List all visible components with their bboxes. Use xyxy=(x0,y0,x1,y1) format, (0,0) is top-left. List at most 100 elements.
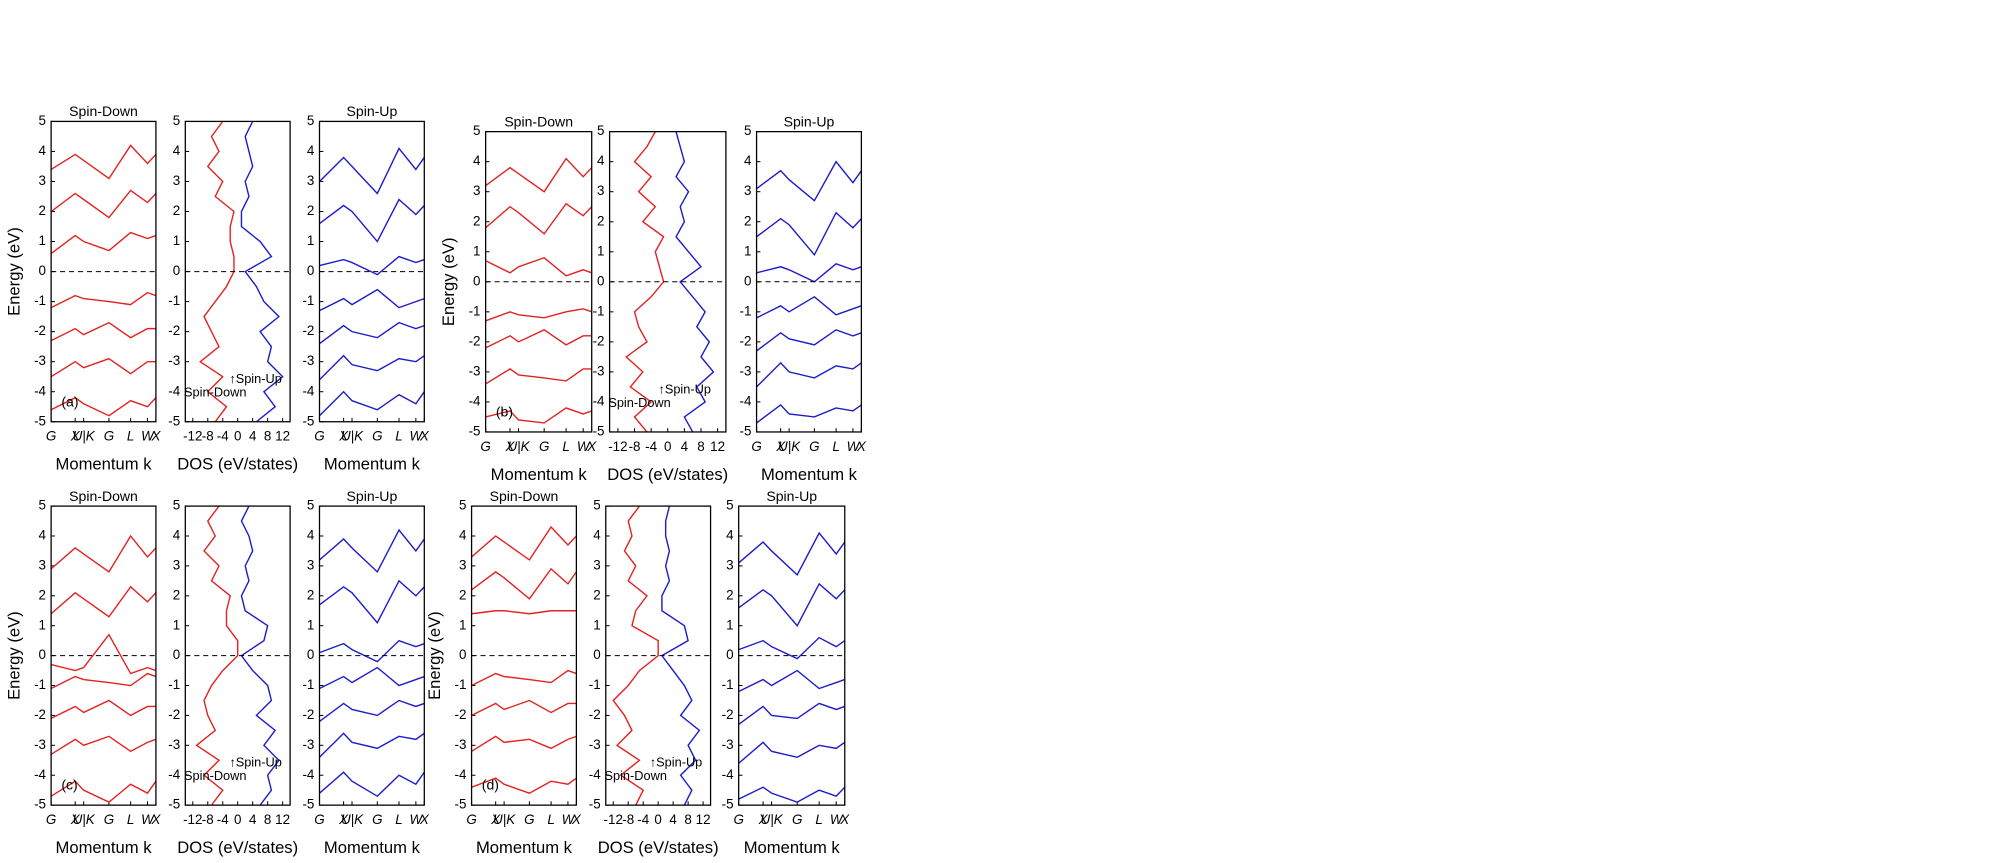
band-line xyxy=(319,666,425,690)
y-tick-label: 1 xyxy=(307,617,314,632)
y-tick-label: 0 xyxy=(307,647,314,662)
band-line xyxy=(756,361,862,388)
y-tick-label: 2 xyxy=(597,213,604,228)
y-tick-label: 3 xyxy=(459,557,466,572)
y-tick-label: 2 xyxy=(307,587,314,602)
band-line xyxy=(319,147,425,195)
x-tick-label: G xyxy=(314,812,324,827)
x-axis-label: DOS (eV/states) xyxy=(598,838,719,857)
band-line xyxy=(319,579,425,624)
y-tick-label: 5 xyxy=(173,113,180,128)
y-tick-label: -4 xyxy=(455,767,467,782)
y-tick-label: -3 xyxy=(722,737,734,752)
x-tick-label: 12 xyxy=(710,439,725,454)
y-tick-label: 1 xyxy=(726,617,733,632)
band-line xyxy=(50,321,156,342)
y-tick-label: -4 xyxy=(168,383,180,398)
y-tick-label: 1 xyxy=(744,243,751,258)
x-tick-label: G xyxy=(539,439,549,454)
x-tick-label: -4 xyxy=(217,429,229,444)
y-tick-label: 3 xyxy=(473,183,480,198)
y-tick-label: -1 xyxy=(168,677,180,692)
y-tick-label: -5 xyxy=(722,797,734,812)
x-tick-label: G xyxy=(46,429,56,444)
x-axis-label: Momentum k xyxy=(56,455,153,474)
x-tick-label: 12 xyxy=(275,429,290,444)
y-tick-label: -4 xyxy=(34,767,46,782)
y-tick-label: -2 xyxy=(302,707,314,722)
annotation: Spin-Down xyxy=(604,768,666,783)
y-tick-label: 0 xyxy=(726,647,733,662)
y-tick-label: -3 xyxy=(589,737,601,752)
y-tick-label: -2 xyxy=(589,707,601,722)
y-tick-label: 3 xyxy=(597,183,604,198)
y-tick-label: -4 xyxy=(722,767,734,782)
x-tick-label: U|K xyxy=(73,812,96,827)
y-tick-label: -1 xyxy=(589,677,601,692)
x-tick-label: -12 xyxy=(604,812,623,827)
y-tick-label: 2 xyxy=(459,587,466,602)
x-axis-label: Momentum k xyxy=(324,838,421,857)
panel-title: Spin-Down xyxy=(69,103,138,119)
y-tick-label: -5 xyxy=(302,797,314,812)
x-tick-label: X xyxy=(856,439,867,454)
band-line xyxy=(319,732,425,758)
x-tick-label: L xyxy=(562,439,569,454)
y-tick-label: -3 xyxy=(34,737,46,752)
panel-label: (b) xyxy=(496,404,513,420)
y-tick-label: -3 xyxy=(469,363,481,378)
y-tick-label: 0 xyxy=(173,263,180,278)
y-tick-label: -1 xyxy=(168,293,180,308)
x-tick-label: G xyxy=(104,429,114,444)
x-axis-label: Momentum k xyxy=(491,465,588,484)
y-tick-label: 3 xyxy=(744,183,751,198)
annotation: ↑Spin-Up xyxy=(658,381,711,396)
y-tick-label: 2 xyxy=(173,203,180,218)
x-tick-label: L xyxy=(815,812,822,827)
x-tick-label: L xyxy=(547,812,554,827)
x-tick-label: -12 xyxy=(183,812,202,827)
x-tick-label: W xyxy=(577,439,591,454)
band-line xyxy=(319,390,425,417)
y-tick-label: 2 xyxy=(173,587,180,602)
band-line xyxy=(471,699,577,717)
y-tick-label: 5 xyxy=(597,123,604,138)
band-line xyxy=(50,231,157,255)
x-tick-label: W xyxy=(562,812,576,827)
y-tick-label: -3 xyxy=(168,737,180,752)
y-tick-label: 1 xyxy=(173,233,180,248)
x-tick-label: L xyxy=(127,812,134,827)
y-tick-label: 4 xyxy=(459,528,467,543)
band-line xyxy=(50,633,157,675)
x-tick-label: L xyxy=(395,429,402,444)
y-tick-label: 5 xyxy=(726,498,733,513)
plot-frame xyxy=(755,130,863,433)
y-tick-label: 3 xyxy=(593,557,600,572)
band-line xyxy=(471,567,577,600)
x-tick-label: 4 xyxy=(681,439,689,454)
y-tick-label: 4 xyxy=(173,143,181,158)
band-line xyxy=(485,256,592,277)
y-tick-label: 4 xyxy=(744,153,752,168)
y-axis-label: Energy (eV) xyxy=(425,611,444,700)
band-line xyxy=(485,329,592,349)
band-line xyxy=(756,403,862,424)
x-tick-label: 0 xyxy=(664,439,671,454)
x-tick-label: W xyxy=(830,812,844,827)
band-line xyxy=(319,255,425,276)
x-tick-label: 12 xyxy=(275,812,290,827)
y-tick-label: 3 xyxy=(39,173,46,188)
band-line xyxy=(756,262,862,283)
y-tick-label: -3 xyxy=(593,363,605,378)
band-line xyxy=(319,288,425,312)
y-tick-label: 2 xyxy=(39,203,46,218)
y-tick-label: 5 xyxy=(459,498,466,513)
y-tick-label: 3 xyxy=(173,173,180,188)
x-tick-label: X xyxy=(586,439,597,454)
y-tick-label: -5 xyxy=(34,413,46,428)
x-tick-label: X xyxy=(150,812,161,827)
y-tick-label: 2 xyxy=(39,587,46,602)
band-line xyxy=(50,291,157,309)
plot-frame xyxy=(605,505,712,806)
